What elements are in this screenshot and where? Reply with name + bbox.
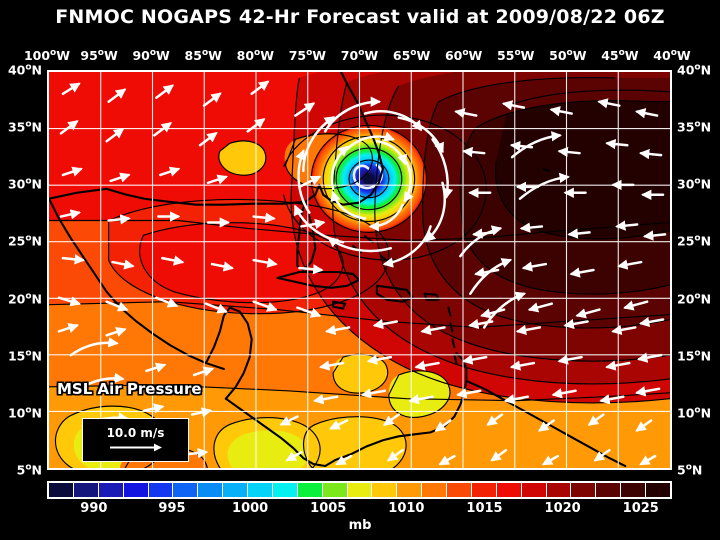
colorbar-swatch-21 — [571, 483, 596, 497]
lat-tick-left-40N: 40oN — [7, 62, 42, 78]
lon-tick-55W: 55oW — [497, 47, 535, 63]
colorbar-swatch-10 — [297, 483, 322, 497]
wind-vector-legend: 10.0 m/s — [82, 418, 189, 462]
colorbar-swatch-5 — [173, 483, 198, 497]
lat-tick-left-5N: 5oN — [16, 462, 42, 478]
colorbar-swatch-3 — [123, 483, 148, 497]
lat-tick-right-15N: 15oN — [677, 348, 712, 364]
colorbar-swatch-22 — [596, 483, 621, 497]
lat-tick-left-20N: 20oN — [7, 290, 42, 307]
colorbar-swatch-11 — [322, 483, 347, 497]
colorbar-swatch-9 — [272, 483, 297, 497]
colorbar-swatch-16 — [447, 483, 471, 497]
colorbar-swatch-24 — [646, 483, 670, 497]
lat-tick-left-30N: 30oN — [7, 176, 42, 192]
lat-tick-left-10N: 10oN — [7, 405, 42, 421]
wind-vectors — [57, 80, 667, 466]
lon-tick-40W: 40oW — [653, 47, 691, 63]
lon-tick-65W: 65oW — [392, 47, 431, 63]
colorbar-tick-990: 990 — [80, 501, 108, 516]
colorbar-swatch-1 — [73, 483, 98, 497]
map-plot-area[interactable] — [47, 70, 672, 470]
figure-title: FNMOC NOGAPS 42-Hr Forecast valid at 200… — [55, 6, 665, 28]
lat-tick-right-35N: 35oN — [677, 119, 712, 135]
colorbar-swatch-12 — [347, 483, 372, 497]
map-canvas — [49, 72, 670, 468]
wind-legend-magnitude: 10.0 m/s — [106, 426, 165, 440]
colorbar-tick-1000: 1000 — [232, 501, 269, 516]
lat-tick-left-25N: 25oN — [7, 233, 42, 249]
lon-tick-45W: 45oW — [601, 47, 639, 63]
colorbar-swatch-7 — [223, 483, 247, 497]
gridlines — [49, 72, 670, 468]
colorbar-swatch-13 — [372, 483, 397, 497]
colorbar-tick-1015: 1015 — [466, 501, 503, 516]
lon-tick-75W: 75oW — [288, 47, 327, 63]
colorbar-swatch-17 — [471, 483, 496, 497]
lon-tick-50W: 50oW — [549, 47, 587, 63]
lat-tick-right-20N: 20oN — [677, 290, 712, 307]
pressure-colorbar[interactable] — [47, 481, 672, 499]
lat-tick-right-30N: 30oN — [677, 176, 712, 192]
lon-tick-95W: 95oW — [80, 47, 118, 63]
field-label: MSL Air Pressure — [57, 380, 202, 398]
colorbar-tick-1025: 1025 — [622, 501, 659, 516]
colorbar-tick-1005: 1005 — [310, 501, 347, 516]
colorbar-swatch-0 — [49, 483, 73, 497]
colorbar-unit-label: mb — [348, 518, 372, 533]
lon-tick-80W: 80oW — [236, 47, 275, 63]
right-arrow-icon — [109, 443, 162, 452]
colorbar-swatch-23 — [621, 483, 645, 497]
lat-tick-right-5N: 5oN — [677, 462, 703, 478]
colorbar-swatch-18 — [496, 483, 521, 497]
colorbar-swatch-14 — [397, 483, 422, 497]
colorbar-tick-1010: 1010 — [388, 501, 425, 516]
colorbar-swatch-4 — [148, 483, 173, 497]
colorbar-tick-995: 995 — [158, 501, 186, 516]
lat-tick-right-40N: 40oN — [677, 62, 712, 78]
colorbar-swatch-20 — [546, 483, 571, 497]
colorbar-swatch-19 — [521, 483, 546, 497]
colorbar-swatch-8 — [248, 483, 272, 497]
lat-tick-left-35N: 35oN — [7, 119, 42, 135]
lon-tick-90W: 90oW — [132, 47, 170, 63]
lon-tick-70W: 70oW — [340, 47, 379, 63]
lat-tick-right-25N: 25oN — [677, 233, 712, 249]
lon-tick-100W: 100oW — [23, 47, 71, 63]
lon-tick-85W: 85oW — [184, 47, 222, 63]
colorbar-tick-1020: 1020 — [544, 501, 581, 516]
lon-tick-60W: 60oW — [444, 47, 483, 63]
colorbar-swatch-6 — [198, 483, 223, 497]
colorbar-swatch-15 — [422, 483, 446, 497]
lat-tick-right-10N: 10oN — [677, 405, 712, 421]
lat-tick-left-15N: 15oN — [7, 348, 42, 364]
colorbar-swatch-2 — [98, 483, 123, 497]
